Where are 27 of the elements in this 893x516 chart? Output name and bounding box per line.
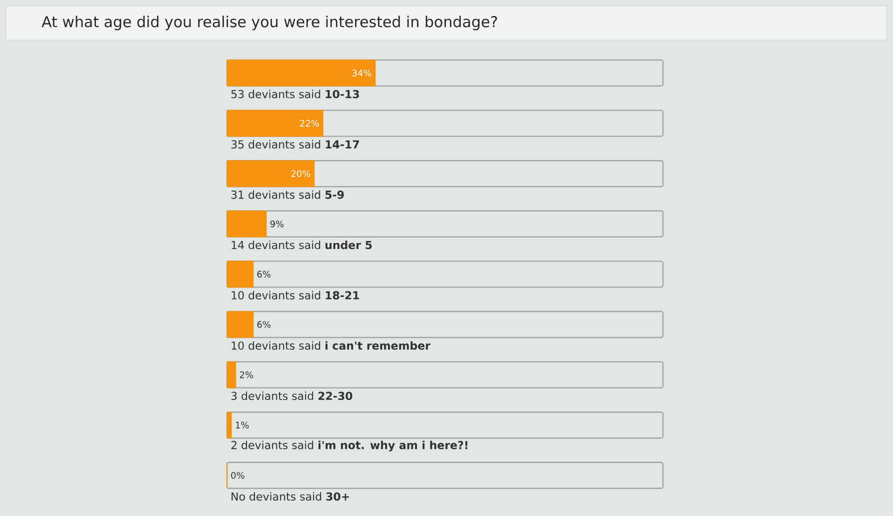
data-label: 22% <box>300 120 319 127</box>
y-tick-label: No deviants said 30+ <box>232 492 349 501</box>
bar <box>226 260 254 288</box>
bar <box>226 311 254 338</box>
data-label: 2% <box>240 371 254 378</box>
data-label: 1% <box>236 422 249 428</box>
bar <box>226 110 324 137</box>
y-tick-label: 14 deviants said under 5 <box>232 240 372 250</box>
chart-title: At what age did you realise you were interested in bondage? <box>42 16 498 30</box>
y-tick-label: 31 deviants said 5-9 <box>231 190 344 199</box>
bar <box>226 361 236 388</box>
y-tick-label: 10 deviants said i can't remember <box>232 341 430 350</box>
data-label: 34% <box>352 70 372 76</box>
data-label: 6% <box>257 321 270 328</box>
bar <box>226 160 315 187</box>
y-tick-label: 2 deviants said i'm not. why am i here?! <box>231 440 468 452</box>
bar <box>226 412 232 438</box>
y-tick-label: 10 deviants said 18-21 <box>232 290 360 300</box>
y-tick-label: 53 deviants said 10-13 <box>231 90 359 98</box>
bar <box>226 210 267 238</box>
data-label: 6% <box>257 270 270 278</box>
bar <box>226 60 376 86</box>
y-tick-label: 3 deviants said 22-30 <box>231 392 352 400</box>
data-label: 0% <box>231 472 244 479</box>
data-label: 9% <box>270 220 284 228</box>
y-tick-label: 35 deviants said 14-17 <box>231 140 359 149</box>
data-label: 20% <box>291 170 310 177</box>
